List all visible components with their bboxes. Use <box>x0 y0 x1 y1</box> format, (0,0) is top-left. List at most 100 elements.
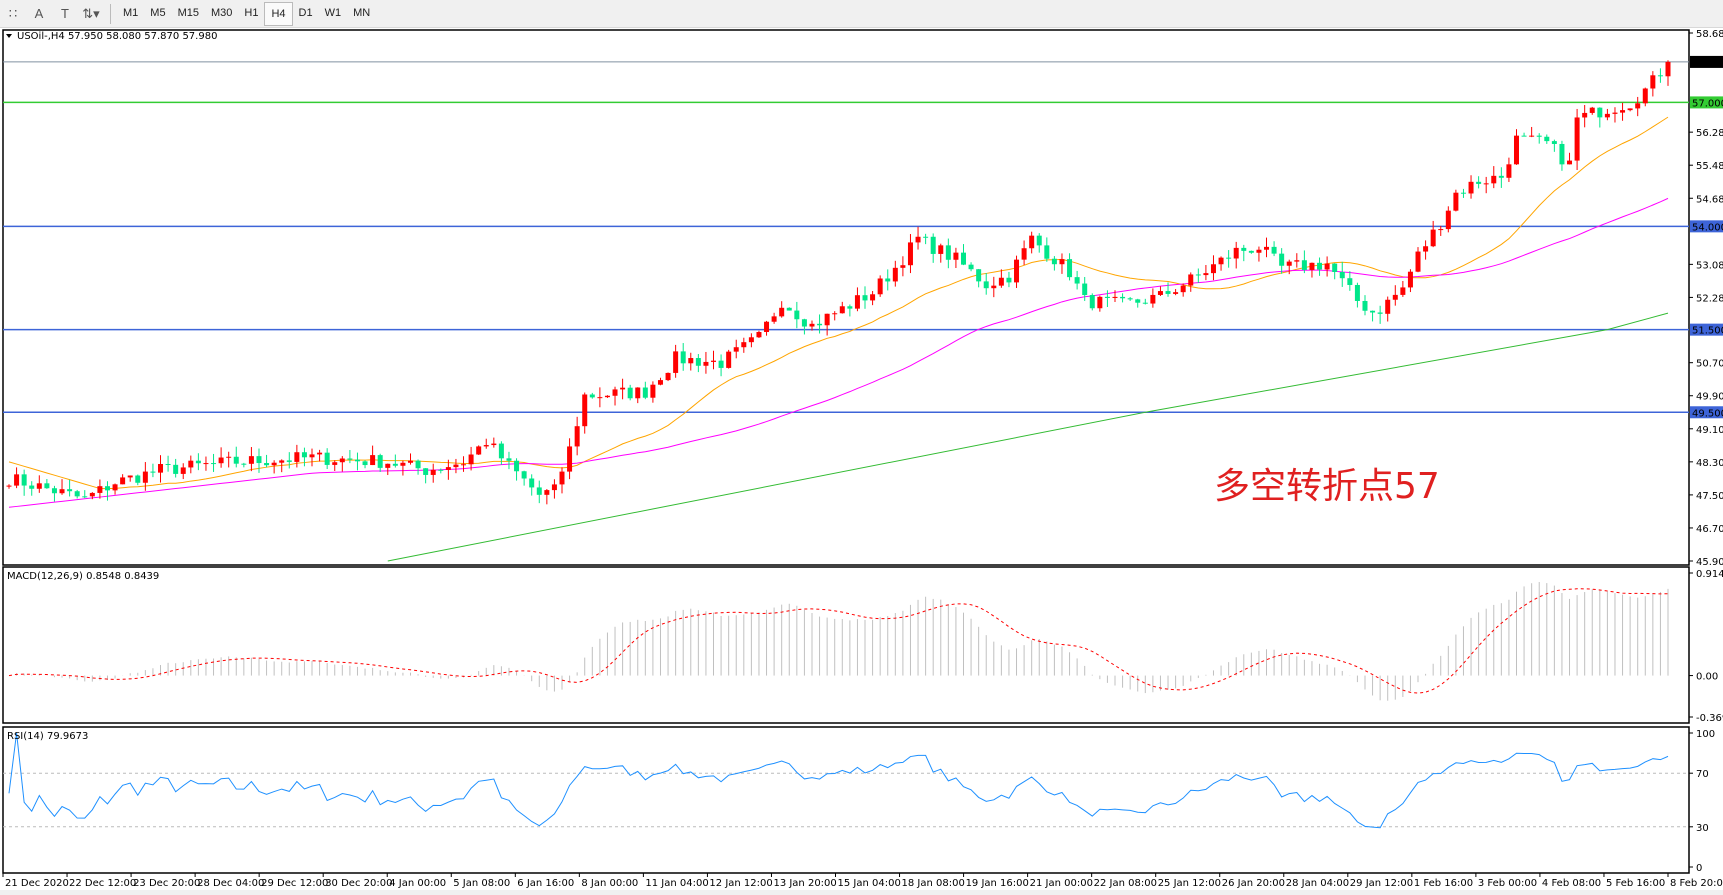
candle-body <box>574 426 580 447</box>
candle-body <box>1407 271 1413 288</box>
price-tick-label: 49.900 <box>1696 392 1723 403</box>
candle-body <box>286 460 292 462</box>
text-label-icon[interactable]: T <box>61 6 69 21</box>
annotation-text: 多空转折点57 <box>1214 466 1440 507</box>
candle-body <box>271 462 277 466</box>
macd-tick-label: -0.3693 <box>1696 713 1723 724</box>
time-tick-label: 22 Jan 08:00 <box>1094 878 1157 889</box>
text-a-icon[interactable]: A <box>34 6 44 21</box>
candle-body <box>1506 164 1512 178</box>
candle-body <box>1188 274 1194 286</box>
candle-body <box>1423 246 1429 252</box>
candles <box>6 60 1671 505</box>
timeframe-w1[interactable]: W1 <box>324 6 342 19</box>
time-tick-label: 5 Jan 08:00 <box>453 878 510 889</box>
timeframe-m5[interactable]: M5 <box>150 6 166 19</box>
candle-body <box>1165 291 1171 294</box>
price-level-label: 51.500 <box>1692 326 1723 337</box>
candle-body <box>779 307 785 317</box>
candle-body <box>839 306 845 314</box>
candle-body <box>226 456 232 458</box>
macd-pane-frame <box>2 566 1690 724</box>
candle-body <box>1127 298 1133 300</box>
timeframe-m1[interactable]: M1 <box>123 6 139 19</box>
timeframe-m15[interactable]: M15 <box>177 6 199 19</box>
candle-body <box>824 313 830 326</box>
timeframe-mn[interactable]: MN <box>353 6 371 19</box>
candle-body <box>6 485 12 487</box>
arrows-icon[interactable]: ⇅▾ <box>82 5 100 21</box>
candle-body <box>1029 235 1035 249</box>
candle-body <box>1180 285 1186 293</box>
candle-body <box>718 360 724 368</box>
time-tick-label: 13 Jan 20:00 <box>773 878 836 889</box>
candle-body <box>809 323 815 327</box>
timeframe-h1[interactable]: H1 <box>244 6 259 19</box>
collapse-triangle-icon[interactable] <box>6 34 12 38</box>
price-tick-label: 45.900 <box>1696 557 1723 568</box>
candle-body <box>385 463 391 468</box>
candle-body <box>1551 141 1557 144</box>
candle-body <box>589 394 595 398</box>
candle-body <box>51 488 57 494</box>
candle-body <box>1104 296 1110 298</box>
chart-window[interactable]: 58.680 56.280 55.480 54.680 53.080 52.280 50.7… <box>0 28 1723 895</box>
candle-body <box>1657 75 1663 77</box>
grid-f-icon[interactable]: ∷ <box>8 5 18 21</box>
candle-body <box>1317 262 1323 270</box>
time-tick-label: 30 Dec 20:00 <box>325 878 392 889</box>
macd-tick-label: 0.00 <box>1696 672 1718 683</box>
candle-body <box>1604 113 1610 118</box>
candle-body <box>945 245 951 260</box>
candle-body <box>430 469 436 475</box>
candle-body <box>203 463 209 465</box>
macd-tick-label: 0.9143 <box>1696 569 1723 580</box>
candle-body <box>703 361 709 366</box>
candle-body <box>1468 181 1474 194</box>
candle-body <box>1529 135 1535 137</box>
candle-body <box>1332 263 1338 273</box>
timeframe-d1[interactable]: D1 <box>298 6 313 19</box>
candle-body <box>1642 88 1648 104</box>
candle-body <box>1142 302 1148 304</box>
candle-body <box>461 464 467 466</box>
timeframe-h4[interactable]: H4 <box>264 1 293 26</box>
candle-body <box>332 462 338 465</box>
candle-body <box>301 452 307 458</box>
candle-body <box>582 394 588 427</box>
candle-body <box>756 332 762 338</box>
toolbar-separator <box>110 3 111 24</box>
candle-body <box>620 387 626 390</box>
candle-body <box>862 295 868 301</box>
candle-body <box>968 264 974 270</box>
candle-body <box>1324 263 1330 270</box>
candle-body <box>180 467 186 474</box>
candle-body <box>1233 247 1239 259</box>
timeframe-m30[interactable]: M30 <box>210 6 233 19</box>
candle-body <box>1612 112 1618 114</box>
candle-body <box>415 460 421 469</box>
candle-body <box>309 454 315 458</box>
candle-body <box>650 384 656 398</box>
candle-body <box>1241 247 1247 251</box>
candle-body <box>294 452 300 462</box>
candle-body <box>930 236 936 254</box>
price-level-tag <box>1690 96 1723 109</box>
price-level-label: 49.500 <box>1692 408 1723 419</box>
candle-body <box>407 460 413 463</box>
ma-fast-line <box>8 116 1669 490</box>
candle-body <box>1513 135 1519 165</box>
candle-body <box>1067 259 1073 278</box>
price-tick-label: 50.700 <box>1696 359 1723 370</box>
candle-body <box>1256 249 1262 253</box>
candle-body <box>1347 278 1353 285</box>
candle-body <box>1574 117 1580 161</box>
time-tick-label: 22 Dec 12:00 <box>69 878 136 889</box>
candle-body <box>1089 295 1095 309</box>
price-tick-label: 48.300 <box>1696 458 1723 469</box>
time-tick-label: 29 Dec 12:00 <box>261 878 328 889</box>
candle-body <box>506 458 512 461</box>
candle-body <box>741 342 747 348</box>
candle-body <box>29 485 35 489</box>
candle-body <box>1445 210 1451 230</box>
